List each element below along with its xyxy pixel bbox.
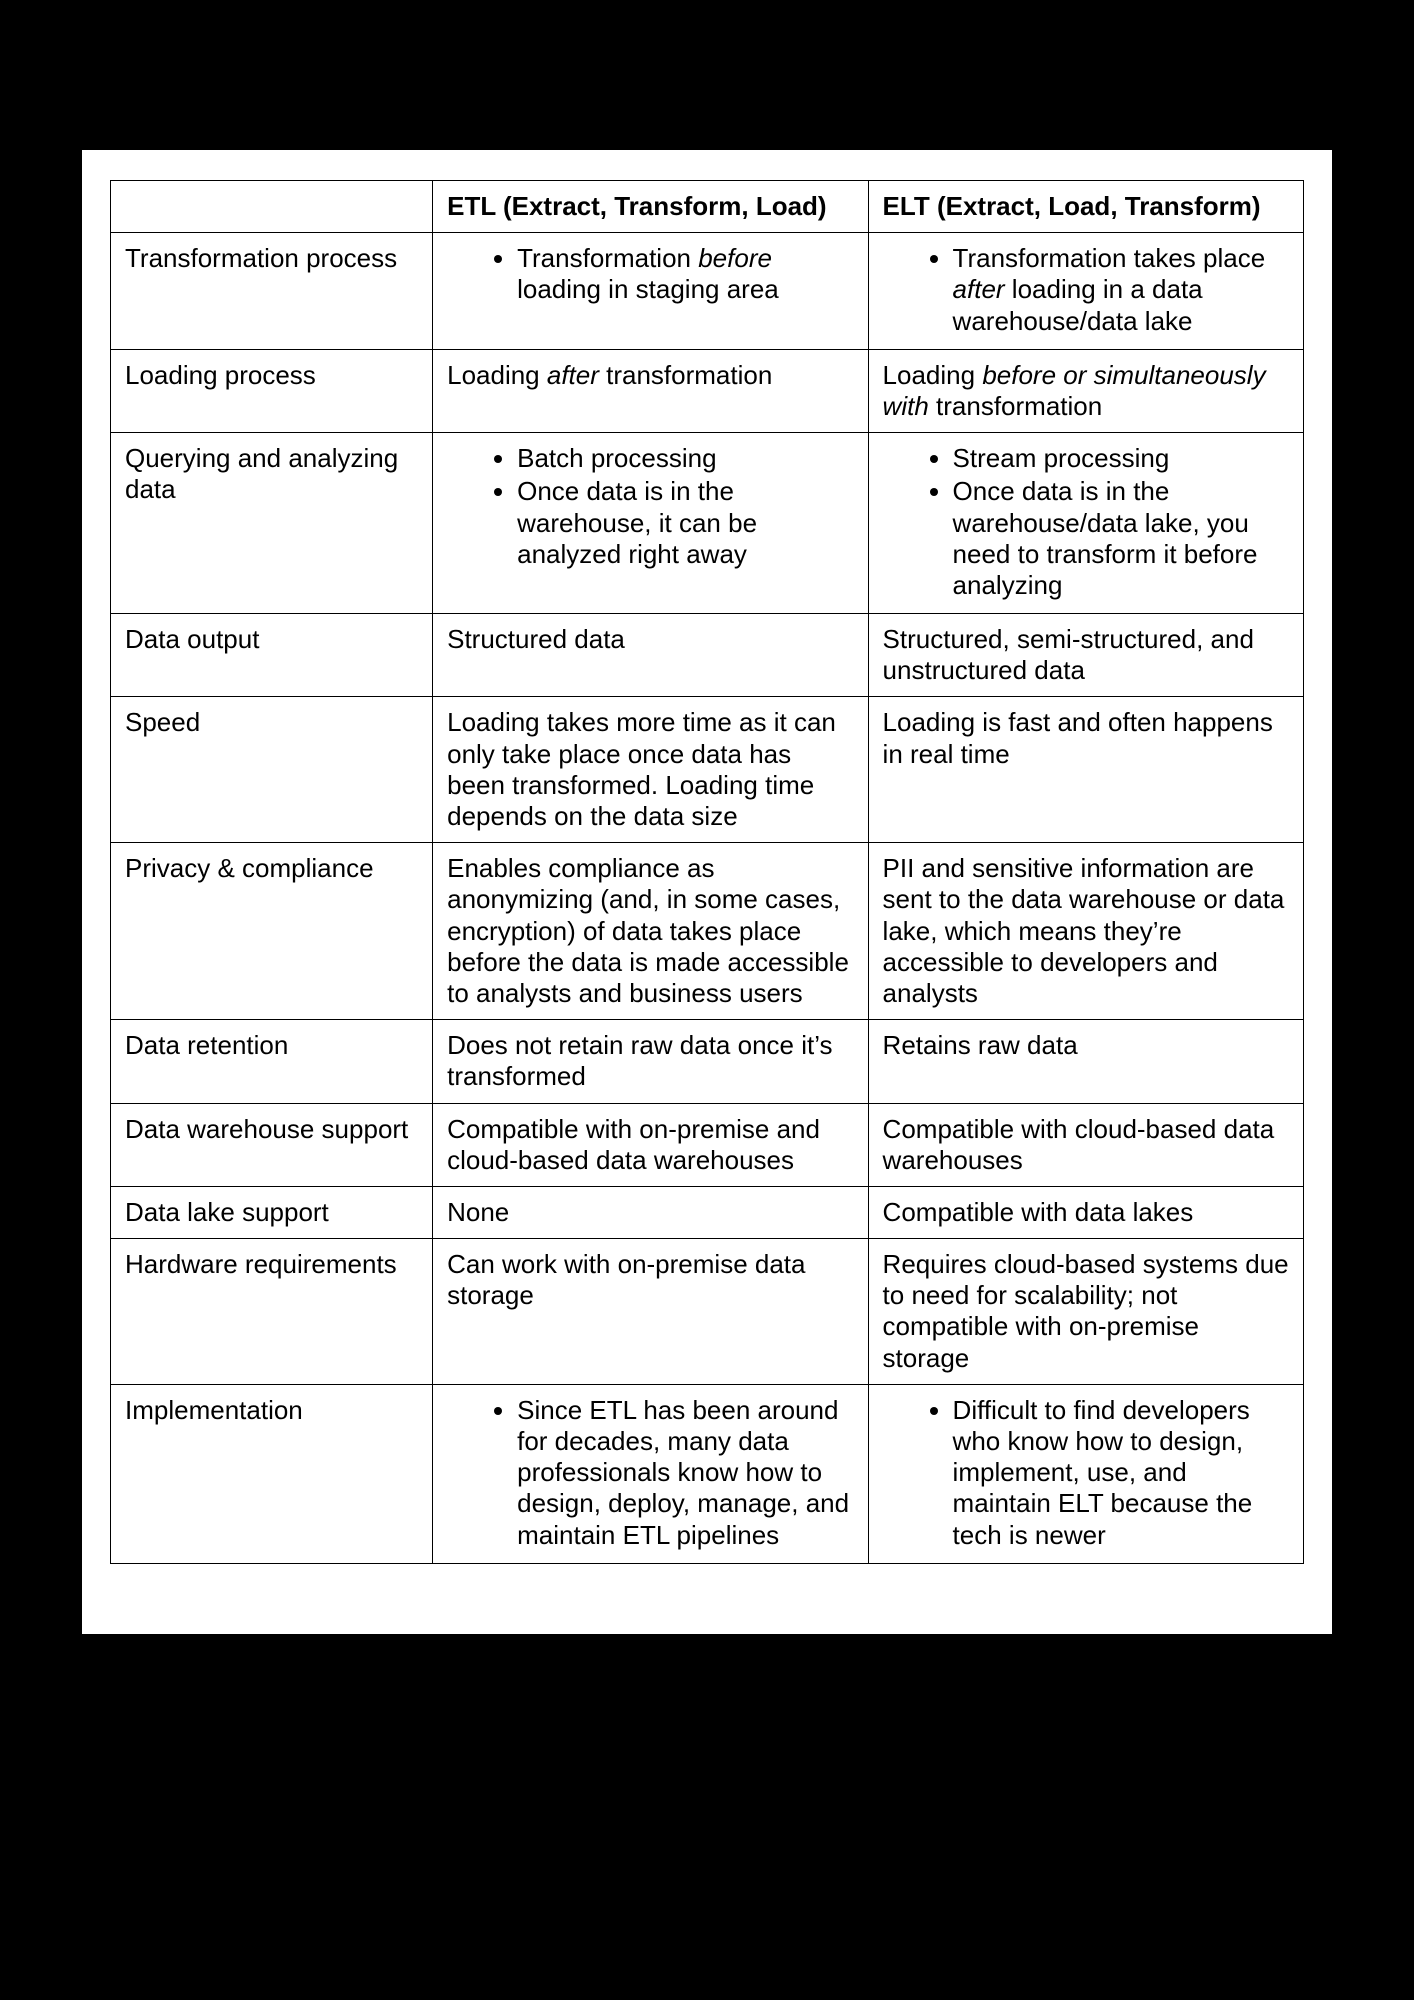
italic-text: after: [953, 274, 1005, 304]
bullet-list: Transformation takes place after loading…: [883, 243, 1289, 339]
text-fragment: Stream processing: [953, 443, 1170, 473]
text-fragment: Loading after transformation: [447, 360, 772, 390]
bullet-item: Once data is in the warehouse/data lake,…: [953, 476, 1289, 603]
italic-text: after: [547, 360, 599, 390]
comparison-cell: Loading takes more time as it can only t…: [433, 697, 868, 843]
text-fragment: Transformation takes place after loading…: [953, 243, 1266, 335]
comparison-cell: Requires cloud-based systems due to need…: [868, 1239, 1303, 1385]
text-fragment: Compatible with on-premise and cloud-bas…: [447, 1114, 820, 1175]
italic-text: before or simultaneously with: [883, 360, 1266, 421]
text-fragment: PII and sensitive information are sent t…: [883, 853, 1285, 1008]
bullet-list: Transformation before loading in staging…: [447, 243, 853, 307]
comparison-cell: Transformation before loading in staging…: [433, 233, 868, 350]
comparison-cell: PII and sensitive information are sent t…: [868, 843, 1303, 1020]
row-label: Speed: [111, 697, 433, 843]
row-label: Privacy & compliance: [111, 843, 433, 1020]
bullet-item: Stream processing: [953, 443, 1289, 476]
bullet-list: Since ETL has been around for decades, m…: [447, 1395, 853, 1553]
comparison-cell: Loading before or simultaneously with tr…: [868, 349, 1303, 432]
comparison-cell: Compatible with on-premise and cloud-bas…: [433, 1103, 868, 1186]
row-label: Data lake support: [111, 1186, 433, 1238]
table-row: Loading process Loading after transformat…: [111, 349, 1304, 432]
table-row: Data retentionDoes not retain raw data o…: [111, 1020, 1304, 1103]
table-row: SpeedLoading takes more time as it can o…: [111, 697, 1304, 843]
text-fragment: Enables compliance as anonymizing (and, …: [447, 853, 849, 1008]
document-canvas: ETL (Extract, Transform, Load) ELT (Extr…: [82, 150, 1332, 1634]
text-fragment: Can work with on-premise data storage: [447, 1249, 805, 1310]
comparison-cell: Stream processingOnce data is in the war…: [868, 433, 1303, 614]
bullet-item: Transformation before loading in staging…: [517, 243, 853, 307]
text-fragment: Compatible with data lakes: [883, 1197, 1194, 1227]
table-row: Data output Structured data Structured, se…: [111, 614, 1304, 697]
table-row: Hardware requirementsCan work with on-pr…: [111, 1239, 1304, 1385]
comparison-table: ETL (Extract, Transform, Load) ELT (Extr…: [110, 180, 1304, 1564]
comparison-cell: Batch processingOnce data is in the ware…: [433, 433, 868, 614]
comparison-cell: Retains raw data: [868, 1020, 1303, 1103]
text-fragment: Transformation before loading in staging…: [517, 243, 779, 304]
bullet-item: Difficult to find developers who know ho…: [953, 1395, 1289, 1553]
text-fragment: Loading takes more time as it can only t…: [447, 707, 836, 831]
comparison-cell: Enables compliance as anonymizing (and, …: [433, 843, 868, 1020]
table-row: Data warehouse supportCompatible with on…: [111, 1103, 1304, 1186]
text-fragment: Retains raw data: [883, 1030, 1078, 1060]
row-label: Implementation: [111, 1384, 433, 1563]
italic-text: before: [698, 243, 772, 273]
text-fragment: Batch processing: [517, 443, 716, 473]
table-row: Data lake support None Compatible with dat…: [111, 1186, 1304, 1238]
comparison-cell: Structured, semi-structured, and unstruc…: [868, 614, 1303, 697]
text-fragment: Structured, semi-structured, and unstruc…: [883, 624, 1254, 685]
text-fragment: Once data is in the warehouse, it can be…: [517, 476, 757, 568]
comparison-cell: Transformation takes place after loading…: [868, 233, 1303, 350]
row-label: Loading process: [111, 349, 433, 432]
text-fragment: Once data is in the warehouse/data lake,…: [953, 476, 1258, 600]
text-fragment: Requires cloud-based systems due to need…: [883, 1249, 1289, 1373]
row-label: Querying and analyzing data: [111, 433, 433, 614]
table-row: Transformation process Transformation bef…: [111, 233, 1304, 350]
text-fragment: Loading is fast and often happens in rea…: [883, 707, 1273, 768]
comparison-cell: Does not retain raw data once it’s trans…: [433, 1020, 868, 1103]
comparison-cell: Compatible with cloud-based data warehou…: [868, 1103, 1303, 1186]
comparison-cell: Compatible with data lakes: [868, 1186, 1303, 1238]
comparison-cell: Structured data: [433, 614, 868, 697]
bullet-list: Difficult to find developers who know ho…: [883, 1395, 1289, 1553]
row-label: Data warehouse support: [111, 1103, 433, 1186]
row-label: Transformation process: [111, 233, 433, 350]
text-fragment: Since ETL has been around for decades, m…: [517, 1395, 849, 1550]
text-fragment: Structured data: [447, 624, 625, 654]
text-fragment: Difficult to find developers who know ho…: [953, 1395, 1253, 1550]
comparison-cell: None: [433, 1186, 868, 1238]
bullet-item: Batch processing: [517, 443, 853, 476]
text-fragment: Loading before or simultaneously with tr…: [883, 360, 1266, 421]
row-label: Hardware requirements: [111, 1239, 433, 1385]
row-label: Data output: [111, 614, 433, 697]
header-elt: ELT (Extract, Load, Transform): [868, 181, 1303, 233]
text-fragment: Does not retain raw data once it’s trans…: [447, 1030, 832, 1091]
bullet-item: Since ETL has been around for decades, m…: [517, 1395, 853, 1553]
row-label: Data retention: [111, 1020, 433, 1103]
bullet-list: Batch processingOnce data is in the ware…: [447, 443, 853, 572]
table-row: Privacy & complianceEnables compliance a…: [111, 843, 1304, 1020]
text-fragment: None: [447, 1197, 509, 1227]
table-row: Querying and analyzing dataBatch process…: [111, 433, 1304, 614]
bullet-item: Once data is in the warehouse, it can be…: [517, 476, 853, 572]
comparison-cell: Loading after transformation: [433, 349, 868, 432]
bullet-list: Stream processingOnce data is in the war…: [883, 443, 1289, 603]
text-fragment: Compatible with cloud-based data warehou…: [883, 1114, 1275, 1175]
comparison-cell: Can work with on-premise data storage: [433, 1239, 868, 1385]
header-row: ETL (Extract, Transform, Load) ELT (Extr…: [111, 181, 1304, 233]
comparison-cell: Loading is fast and often happens in rea…: [868, 697, 1303, 843]
table-row: Implementation Since ETL has been around …: [111, 1384, 1304, 1563]
comparison-cell: Difficult to find developers who know ho…: [868, 1384, 1303, 1563]
bullet-item: Transformation takes place after loading…: [953, 243, 1289, 339]
comparison-cell: Since ETL has been around for decades, m…: [433, 1384, 868, 1563]
header-etl: ETL (Extract, Transform, Load): [433, 181, 868, 233]
header-blank: [111, 181, 433, 233]
